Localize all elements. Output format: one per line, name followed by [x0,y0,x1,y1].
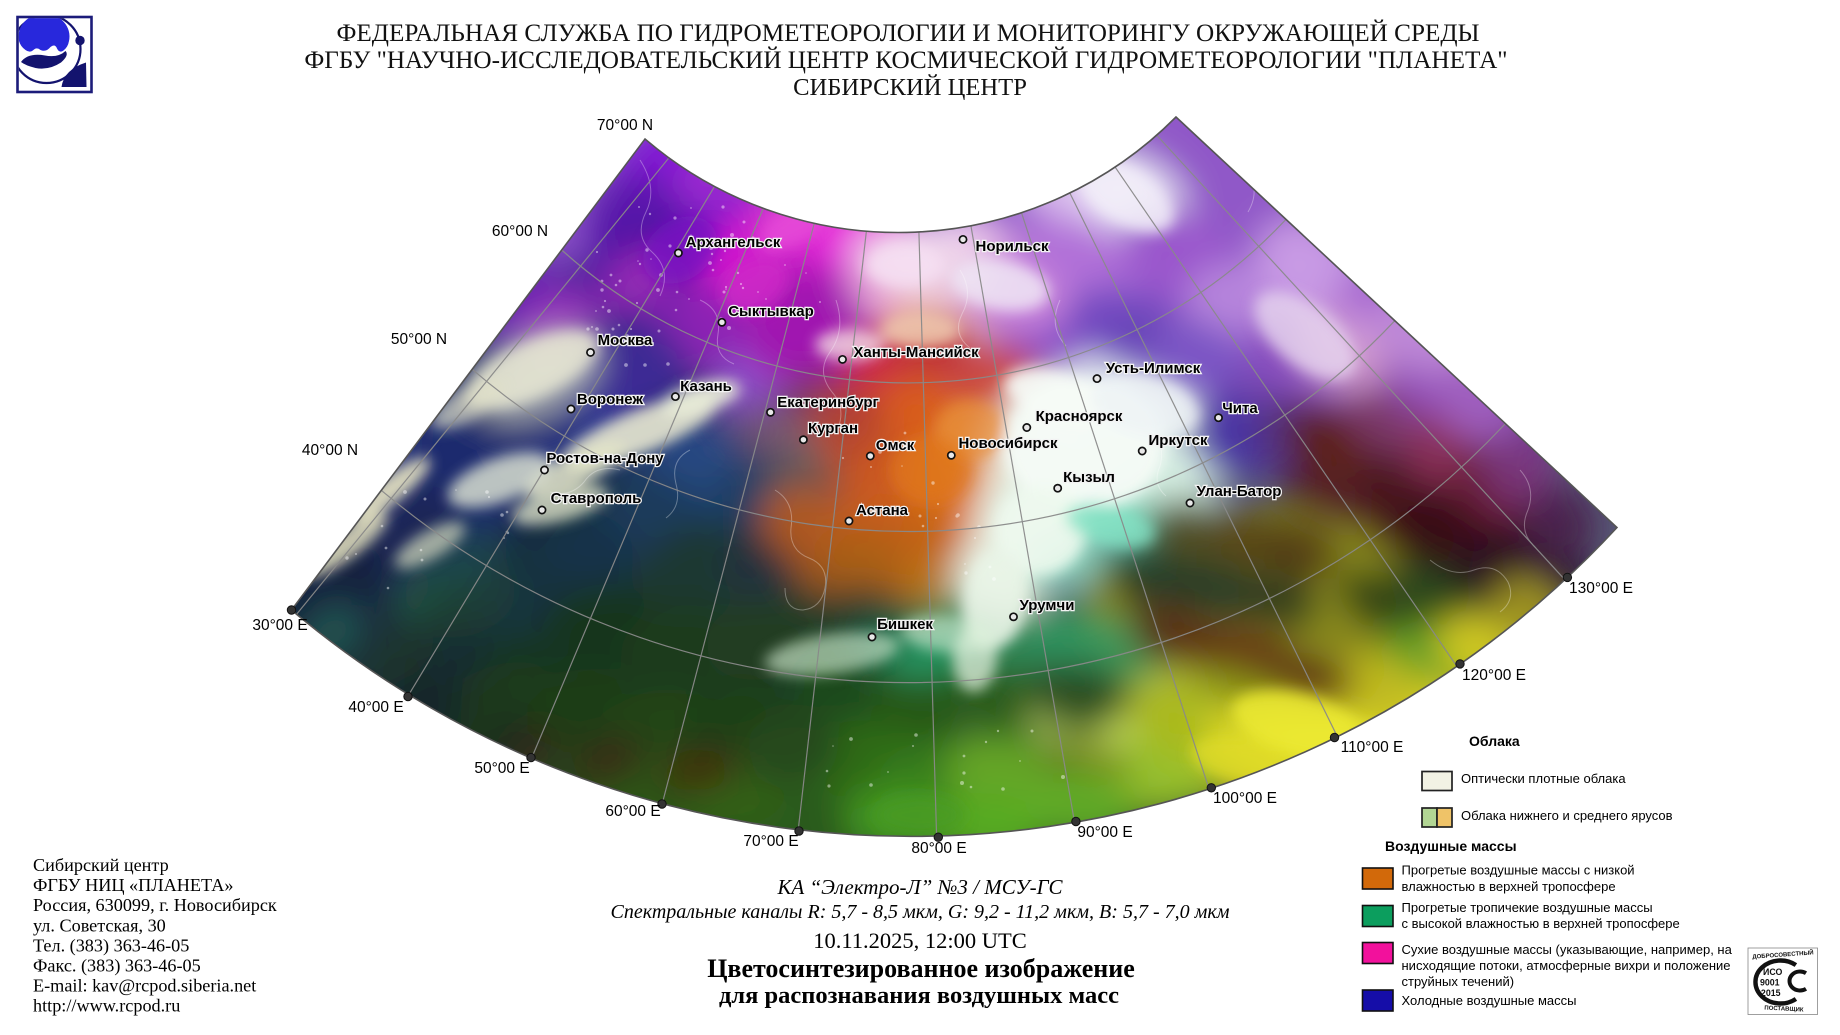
svg-text:Улан-Батор: Улан-Батор [1197,483,1282,500]
svg-text:120°00 E: 120°00 E [1462,667,1526,684]
svg-text:Екатеринбург: Екатеринбург [777,394,879,411]
svg-text:Сыктывкар: Сыктывкар [728,303,814,320]
svg-text:влажностью в верхней тропосфер: влажностью в верхней тропосфере [1402,879,1616,894]
svg-text:Прогретые тропичекие воздушные: Прогретые тропичекие воздушные массы [1402,900,1653,915]
svg-text:Прогретые воздушные массы с ни: Прогретые воздушные массы с низкой [1402,863,1635,878]
svg-text:40°00 N: 40°00 N [302,442,358,459]
svg-text:50°00 N: 50°00 N [391,331,447,348]
svg-text:СИБИРСКИЙ ЦЕНТР: СИБИРСКИЙ ЦЕНТР [793,73,1027,101]
svg-text:50°00 E: 50°00 E [474,760,529,777]
svg-text:ФГБУ НИЦ «ПЛАНЕТА»: ФГБУ НИЦ «ПЛАНЕТА» [33,875,233,895]
svg-text:Кызыл: Кызыл [1063,469,1115,486]
svg-text:Цветосинтезированное изображен: Цветосинтезированное изображение [707,954,1135,983]
svg-text:ул. Советская, 30: ул. Советская, 30 [33,915,166,935]
svg-text:Красноярск: Красноярск [1036,408,1123,425]
svg-text:Облака нижнего и среднего ярус: Облака нижнего и среднего ярусов [1461,808,1673,823]
svg-text:Новосибирск: Новосибирск [958,435,1058,452]
svg-text:-2015: -2015 [1758,988,1781,998]
svg-text:70°00 N: 70°00 N [597,117,653,134]
svg-text:с высокой влажностью в верхней: с высокой влажностью в верхней тропосфер… [1402,916,1680,931]
svg-text:Урумчи: Урумчи [1020,597,1075,614]
svg-text:струйных течений): струйных течений) [1402,974,1515,989]
svg-text:60°00 N: 60°00 N [492,223,548,240]
svg-text:Воздушные массы: Воздушные массы [1385,838,1517,854]
svg-text:Омск: Омск [876,437,915,454]
svg-text:Казань: Казань [680,378,732,395]
svg-text:110°00 E: 110°00 E [1341,739,1404,756]
svg-text:Норильск: Норильск [976,238,1049,255]
svg-text:Чита: Чита [1222,400,1258,417]
svg-text:Оптически плотные облака: Оптически плотные облака [1461,771,1626,786]
svg-text:80°00 E: 80°00 E [911,840,966,857]
svg-text:Облака: Облака [1469,733,1520,749]
svg-text:10.11.2025, 12:00 UTC: 10.11.2025, 12:00 UTC [813,928,1027,953]
svg-text:Ростов-на-Дону: Ростов-на-Дону [546,450,664,467]
svg-text:ФЕДЕРАЛЬНАЯ СЛУЖБА ПО ГИДРОМЕТ: ФЕДЕРАЛЬНАЯ СЛУЖБА ПО ГИДРОМЕТЕОРОЛОГИИ … [337,19,1480,47]
svg-text:Холодные воздушные массы: Холодные воздушные массы [1402,993,1577,1008]
svg-text:Архангельск: Архангельск [686,234,781,251]
svg-text:ФГБУ "НАУЧНО-ИССЛЕДОВАТЕЛЬСКИЙ: ФГБУ "НАУЧНО-ИССЛЕДОВАТЕЛЬСКИЙ ЦЕНТР КОС… [304,46,1507,74]
svg-text:Россия, 630099, г. Новосибирск: Россия, 630099, г. Новосибирск [33,895,277,915]
svg-text:Курган: Курган [808,420,858,437]
svg-text:E-mail: kav@rcpod.siberia.net: E-mail: kav@rcpod.siberia.net [33,976,256,996]
svg-text:Факс. (383) 363-46-05: Факс. (383) 363-46-05 [33,956,201,977]
svg-text:90°00 E: 90°00 E [1077,824,1132,841]
svg-text:ИСО: ИСО [1763,967,1782,977]
svg-text:http://www.rcpod.ru: http://www.rcpod.ru [33,996,180,1016]
svg-text:Воронеж: Воронеж [577,391,644,408]
svg-text:Сухие воздушные массы (указыва: Сухие воздушные массы (указывающие, напр… [1402,942,1733,957]
svg-text:Спектральные каналы R: 5,7 - 8: Спектральные каналы R: 5,7 - 8,5 мкм, G:… [611,901,1230,923]
svg-text:100°00 E: 100°00 E [1213,790,1277,807]
svg-text:Ставрополь: Ставрополь [551,490,642,507]
svg-text:Астана: Астана [856,502,909,519]
svg-text:Тел. (383) 363-46-05: Тел. (383) 363-46-05 [33,935,189,956]
svg-text:Сибирский центр: Сибирский центр [33,855,169,875]
svg-text:нисходящие потоки, атмосферные: нисходящие потоки, атмосферные вихри и п… [1402,958,1731,973]
svg-text:30°00 E: 30°00 E [252,617,307,634]
svg-text:Бишкек: Бишкек [877,616,933,633]
svg-text:для распознавания воздушных ма: для распознавания воздушных масс [719,982,1119,1009]
svg-text:КА “Электро-Л” №3 / МСУ-ГС: КА “Электро-Л” №3 / МСУ-ГС [776,875,1063,899]
svg-text:Иркутск: Иркутск [1149,432,1208,449]
svg-text:Москва: Москва [598,332,653,349]
svg-text:60°00 E: 60°00 E [605,803,660,820]
svg-text:130°00 E: 130°00 E [1569,580,1633,597]
svg-text:40°00 E: 40°00 E [348,699,403,716]
svg-text:Ханты-Мансийск: Ханты-Мансийск [853,344,979,361]
svg-text:9001: 9001 [1760,978,1780,988]
svg-text:70°00 E: 70°00 E [743,833,798,850]
svg-text:ПОСТАВЩИК: ПОСТАВЩИК [1764,1005,1804,1013]
svg-text:Усть-Илимск: Усть-Илимск [1106,360,1201,377]
